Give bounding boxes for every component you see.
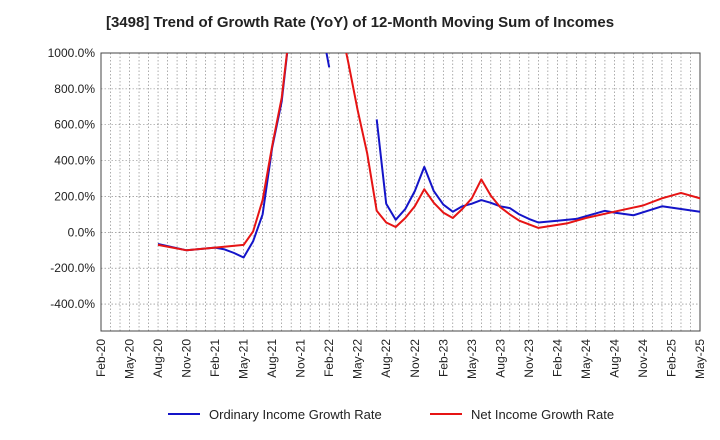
x-tick-label: May-24 (579, 339, 593, 379)
x-tick-label: Feb-24 (550, 339, 564, 377)
x-tick-label: May-25 (693, 339, 707, 379)
series-lines (157, 53, 700, 259)
legend: Ordinary Income Growth Rate Net Income Gr… (168, 407, 614, 422)
chart-title: [3498] Trend of Growth Rate (YoY) of 12-… (105, 14, 615, 31)
x-tick-label: Feb-21 (208, 339, 222, 377)
x-tick-label: Nov-23 (522, 339, 536, 378)
y-tick-label: 800.0% (54, 82, 95, 96)
x-tick-label: Aug-22 (379, 339, 393, 378)
y-tick-label: 0.0% (68, 225, 96, 239)
x-tick-label: Nov-22 (408, 339, 422, 378)
x-tick-label: May-23 (465, 339, 479, 379)
x-tick-label: Nov-20 (180, 339, 194, 378)
y-tick-label: 400.0% (54, 154, 95, 168)
x-tick-label: Aug-20 (151, 339, 165, 378)
x-tick-label: Feb-25 (664, 339, 678, 377)
x-tick-label: Nov-24 (636, 339, 650, 378)
legend-label-ordinary-income: Ordinary Income Growth Rate (209, 407, 382, 422)
x-tick-label: May-22 (351, 339, 365, 379)
axes: 1000.0% 800.0% 600.0% 400.0% 200.0% 0.0% -200.… (48, 46, 707, 379)
net-income-series-line (157, 53, 700, 252)
grid (101, 52, 700, 331)
x-tick-label: Aug-24 (607, 339, 621, 378)
x-tick-label: Feb-23 (436, 339, 450, 377)
plot-border (100, 52, 701, 332)
x-tick-label: Nov-21 (294, 339, 308, 378)
x-tick-label: May-21 (237, 339, 251, 379)
x-tick-label: Aug-21 (265, 339, 279, 378)
legend-label-net-income: Net Income Growth Rate (471, 407, 614, 422)
y-tick-label: 200.0% (54, 189, 95, 203)
x-tick-label: May-20 (123, 339, 137, 379)
y-tick-label: 1000.0% (48, 46, 96, 60)
x-tick-label: Feb-22 (322, 339, 336, 377)
y-tick-label: -400.0% (50, 297, 95, 311)
y-tick-label: 600.0% (54, 118, 95, 132)
y-tick-label: -200.0% (50, 261, 95, 275)
x-tick-label: Feb-20 (94, 339, 108, 377)
x-tick-label: Aug-23 (493, 339, 507, 378)
